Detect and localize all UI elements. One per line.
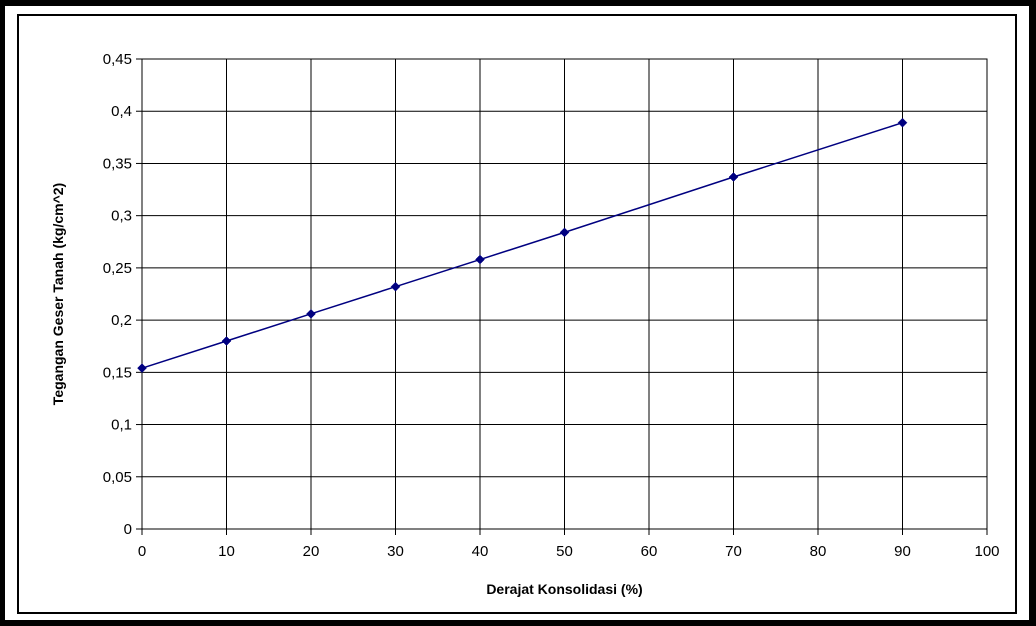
y-axis-ticks: 0 0,05 0,1 0,15 0,2 0,25 0,3 0,35 0,4 0,45	[103, 51, 142, 538]
chart-inner-frame: 0 10 20 30 40 50 60 70 80 90 100 0 0,05 0,1 0,15 0,2 0,…	[5, 6, 1029, 620]
y-tick-label: 0,1	[111, 417, 132, 434]
grid-lines	[142, 59, 987, 529]
data-point-marker	[138, 364, 147, 373]
x-tick-label: 100	[974, 543, 999, 560]
y-axis-title: Tegangan Geser Tanah (kg/cm^2)	[50, 183, 66, 405]
y-tick-label: 0,15	[103, 364, 132, 381]
data-point-marker	[391, 282, 400, 291]
x-tick-label: 30	[387, 543, 404, 560]
data-point-marker	[560, 228, 569, 237]
data-point-marker	[898, 118, 907, 127]
x-tick-label: 50	[556, 543, 573, 560]
x-tick-label: 10	[218, 543, 235, 560]
x-axis-title: Derajat Konsolidasi (%)	[486, 581, 642, 597]
chart-area: 0 10 20 30 40 50 60 70 80 90 100 0 0,05 0,1 0,15 0,2 0,…	[17, 14, 1017, 614]
y-tick-label: 0,45	[103, 51, 132, 68]
y-tick-label: 0,25	[103, 260, 132, 277]
x-tick-label: 60	[641, 543, 658, 560]
series-line	[142, 123, 903, 368]
line-chart: 0 10 20 30 40 50 60 70 80 90 100 0 0,05 0,1 0,15 0,2 0,…	[19, 16, 1019, 616]
y-tick-label: 0,4	[111, 103, 132, 120]
x-tick-label: 80	[810, 543, 827, 560]
data-point-marker	[729, 173, 738, 182]
data-point-marker	[476, 255, 485, 264]
data-point-marker	[307, 309, 316, 318]
x-tick-label: 70	[725, 543, 742, 560]
y-tick-label: 0,05	[103, 469, 132, 486]
y-tick-label: 0	[124, 521, 132, 538]
data-point-marker	[222, 337, 231, 346]
y-tick-label: 0,3	[111, 208, 132, 225]
x-tick-label: 0	[138, 543, 146, 560]
x-axis-ticks: 0 10 20 30 40 50 60 70 80 90 100	[138, 529, 1000, 560]
x-tick-label: 20	[303, 543, 320, 560]
x-tick-label: 40	[472, 543, 489, 560]
x-tick-label: 90	[894, 543, 911, 560]
y-tick-label: 0,35	[103, 155, 132, 172]
y-tick-label: 0,2	[111, 312, 132, 329]
series-layer	[138, 118, 908, 372]
